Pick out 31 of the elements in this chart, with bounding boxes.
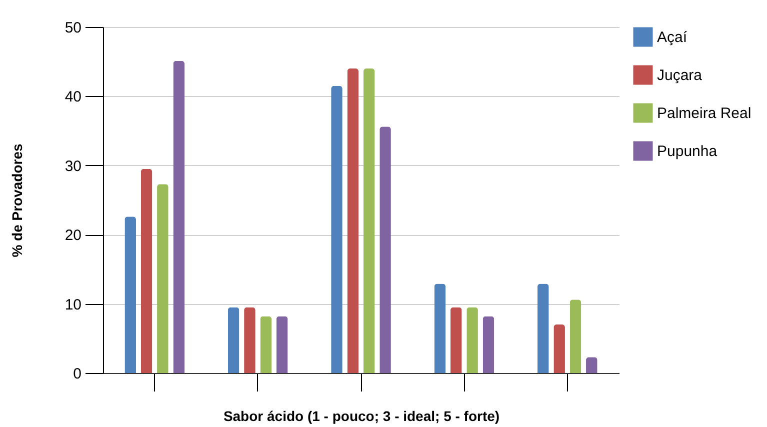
- legend-label: Palmeira Real: [657, 105, 752, 122]
- legend-label: Juçara: [657, 67, 703, 84]
- y-tick-label: 20: [64, 227, 82, 244]
- y-tick-label: 0: [73, 366, 82, 382]
- bar: [554, 324, 565, 373]
- bar: [434, 284, 446, 373]
- y-axis-title: % de Provadores: [8, 143, 25, 258]
- bar: [570, 300, 582, 373]
- bar: [347, 68, 359, 373]
- bar: [380, 126, 391, 373]
- y-tick-label: 30: [64, 158, 82, 175]
- bar: [173, 60, 185, 373]
- legend-label: Pupunha: [657, 143, 718, 160]
- bar: [140, 168, 152, 373]
- bar: [124, 216, 136, 373]
- bar: [537, 284, 549, 373]
- bar: [228, 307, 240, 373]
- y-tick-label: 10: [64, 296, 82, 314]
- bar: [260, 316, 272, 373]
- bar: [244, 307, 256, 373]
- bar: [157, 184, 168, 373]
- bar: [482, 316, 494, 373]
- bar: [450, 307, 462, 373]
- bar: [331, 86, 342, 373]
- bar: [363, 68, 375, 373]
- y-tick-label: 50: [64, 20, 82, 36]
- y-tick-label: 40: [64, 88, 82, 106]
- x-axis-title: Sabor ácido (1 - pouco; 3 - ideal; 5 - forte): [223, 408, 500, 424]
- bar: [466, 307, 478, 373]
- bar: [276, 316, 288, 373]
- legend-label: Açaí: [657, 29, 688, 46]
